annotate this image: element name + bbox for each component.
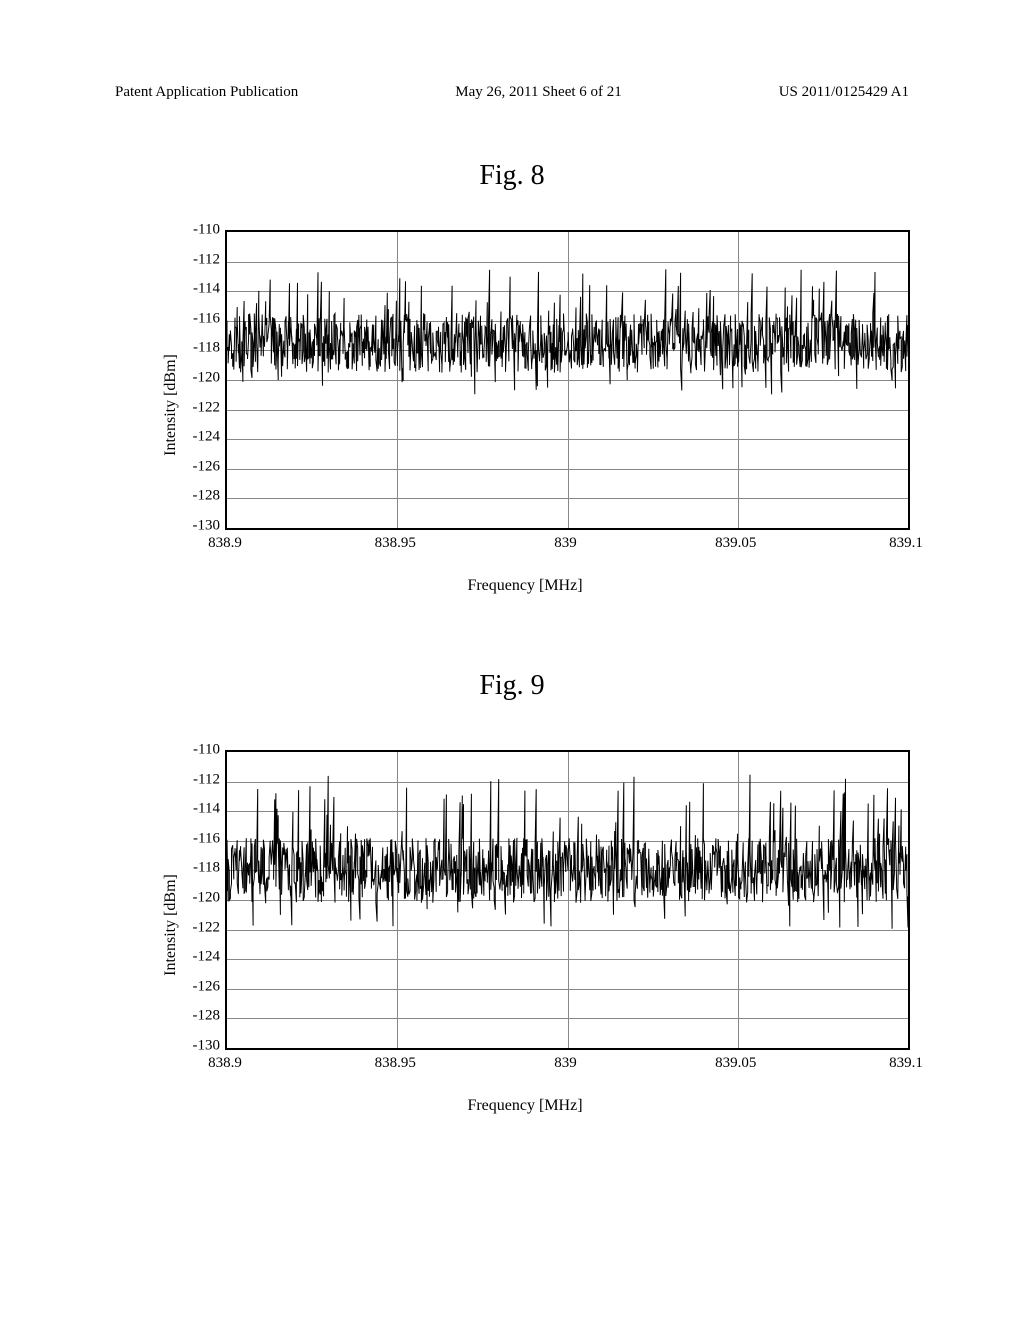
ytick-label: -112 — [193, 771, 220, 788]
ytick-label: -126 — [193, 978, 221, 995]
page-header: Patent Application Publication May 26, 2… — [115, 84, 909, 101]
page: Patent Application Publication May 26, 2… — [0, 0, 1024, 1320]
xtick-label: 839 — [554, 535, 577, 552]
xtick-label: 838.9 — [208, 1055, 242, 1072]
xtick-label: 838.9 — [208, 535, 242, 552]
ytick-label: -130 — [193, 1038, 221, 1055]
figure-9-chart: Intensity [dBm] Frequency [MHz] -130-128… — [130, 740, 920, 1110]
header-left: Patent Application Publication — [115, 84, 298, 101]
ytick-label: -118 — [193, 340, 220, 357]
xtick-label: 839.05 — [715, 535, 756, 552]
xtick-label: 839.05 — [715, 1055, 756, 1072]
spectrum-trace — [227, 752, 908, 1048]
ytick-label: -120 — [193, 370, 221, 387]
figure-8-plot-area — [225, 230, 910, 530]
ytick-label: -122 — [193, 399, 221, 416]
ytick-label: -124 — [193, 949, 221, 966]
ytick-label: -110 — [193, 222, 220, 239]
figure-9-ylabel: Intensity [dBm] — [162, 874, 180, 976]
spectrum-trace — [227, 232, 908, 528]
header-right: US 2011/0125429 A1 — [779, 84, 909, 101]
xtick-label: 838.95 — [375, 535, 416, 552]
figure-8-ylabel: Intensity [dBm] — [162, 354, 180, 456]
figure-8-chart: Intensity [dBm] Frequency [MHz] -130-128… — [130, 220, 920, 590]
figure-8-title: Fig. 8 — [0, 160, 1024, 192]
ytick-label: -130 — [193, 518, 221, 535]
xtick-label: 839.1 — [889, 535, 923, 552]
figure-9-xlabel: Frequency [MHz] — [130, 1097, 920, 1115]
ytick-label: -116 — [193, 830, 220, 847]
ytick-label: -124 — [193, 429, 221, 446]
figure-8-xlabel: Frequency [MHz] — [130, 577, 920, 595]
ytick-label: -112 — [193, 251, 220, 268]
ytick-label: -110 — [193, 742, 220, 759]
figure-9-plot-area — [225, 750, 910, 1050]
ytick-label: -114 — [193, 801, 220, 818]
ytick-label: -128 — [193, 488, 221, 505]
xtick-label: 839 — [554, 1055, 577, 1072]
ytick-label: -126 — [193, 458, 221, 475]
ytick-label: -122 — [193, 919, 221, 936]
figure-9-title: Fig. 9 — [0, 670, 1024, 702]
xtick-label: 838.95 — [375, 1055, 416, 1072]
xtick-label: 839.1 — [889, 1055, 923, 1072]
header-center: May 26, 2011 Sheet 6 of 21 — [455, 84, 622, 101]
ytick-label: -120 — [193, 890, 221, 907]
ytick-label: -114 — [193, 281, 220, 298]
ytick-label: -118 — [193, 860, 220, 877]
ytick-label: -128 — [193, 1008, 221, 1025]
ytick-label: -116 — [193, 310, 220, 327]
